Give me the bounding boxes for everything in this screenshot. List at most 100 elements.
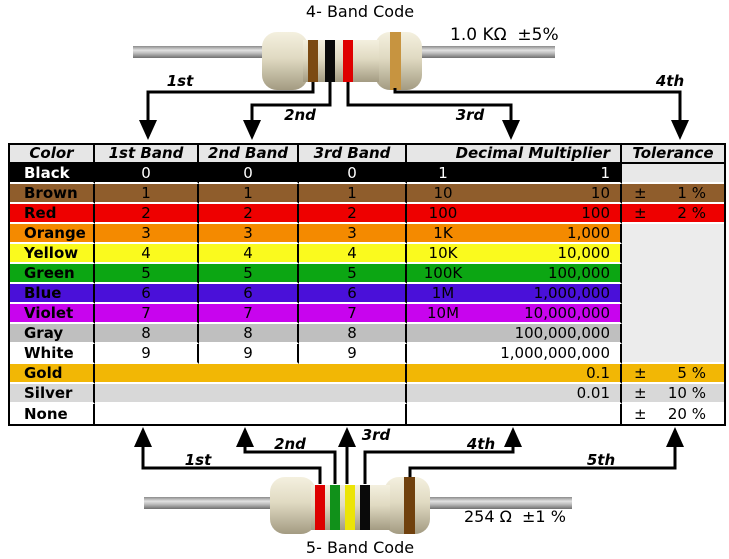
band1-digit: 2 [95, 204, 199, 224]
arrow-line-5th-bottom [408, 445, 677, 478]
arrowhead-1st [139, 120, 157, 140]
color-name: None [10, 404, 95, 424]
multiplier-cell: 1M 1,000,000 [407, 284, 622, 304]
five-band-value-label: 254 Ω ±1 % [464, 507, 566, 526]
header-3rd-band: 3rd Band [299, 145, 407, 164]
arrowhead-5th-up [666, 427, 684, 447]
header-tolerance: Tolerance [622, 145, 724, 164]
band3-digit: 1 [299, 184, 407, 204]
band1-digit: 5 [95, 264, 199, 284]
band1-digit: 8 [95, 324, 199, 344]
arrow-line-1st [146, 82, 315, 122]
band3-digit: 3 [299, 224, 407, 244]
multiplier-cell: 10 10 [407, 184, 622, 204]
color-name: Gold [10, 364, 95, 384]
band-red-bottom [315, 485, 325, 530]
bands-merged-cell [95, 364, 407, 384]
arrow-line-3rd [346, 82, 513, 122]
band1-digit: 9 [95, 344, 199, 364]
tolerance-cell: ±10 % [622, 384, 724, 404]
arrow-line-2nd [250, 82, 332, 122]
band-gold [390, 32, 401, 90]
band3-digit: 4 [299, 244, 407, 264]
band3-digit: 6 [299, 284, 407, 304]
resistor-body-left-bulge [262, 32, 308, 90]
bands-merged-cell [95, 384, 407, 404]
table-row-orange: Orange 3 3 3 1K 1,000 [10, 224, 724, 364]
table-row-yellow: Yellow 4 4 4 10K 10,000 [10, 244, 724, 264]
multiplier-cell: 100,000,000 [407, 324, 622, 344]
multiplier-cell: 1,000,000,000 [407, 344, 622, 364]
arrow-line-1st-bottom [141, 445, 322, 484]
ordinal-label-2nd-top: 2nd [284, 106, 316, 124]
band1-digit: 7 [95, 304, 199, 324]
color-name: Gray [10, 324, 95, 344]
band2-digit: 7 [199, 304, 299, 324]
multiplier-cell: 0.01 [407, 384, 622, 404]
four-band-value-label: 1.0 KΩ ±5% [450, 25, 559, 45]
color-name: Blue [10, 284, 95, 304]
color-name: Violet [10, 304, 95, 324]
band1-digit: 3 [95, 224, 199, 244]
arrowhead-4th-up [504, 427, 522, 447]
table-row-none: None ±20 % [10, 404, 724, 424]
tolerance-cell: ±1 % [622, 184, 724, 204]
tolerance-cell [622, 164, 724, 184]
arrowhead-2nd [243, 120, 261, 140]
ordinal-label-5th-bottom: 5th [586, 451, 616, 469]
multiplier-cell [407, 404, 622, 424]
four-band-title: 4- Band Code [305, 2, 415, 21]
multiplier-cell: 100K 100,000 [407, 264, 622, 284]
five-band-title: 5- Band Code [305, 538, 415, 557]
multiplier-cell: 0.1 [407, 364, 622, 384]
multiplier-cell: 100 100 [407, 204, 622, 224]
table-row-gold: Gold 0.1 ±5 % [10, 364, 724, 384]
band-green-bottom [330, 485, 340, 530]
band-yellow-bottom [345, 485, 355, 530]
multiplier-cell: 1K 1,000 [407, 224, 622, 244]
four-band-resistor [133, 32, 555, 90]
table-row-violet: Violet 7 7 7 10M 10,000,000 [10, 304, 724, 324]
band3-digit: 0 [299, 164, 407, 184]
arrowhead-4th [671, 120, 689, 140]
band2-digit: 2 [199, 204, 299, 224]
band-brown-bottom [404, 477, 415, 534]
table-row-white: White 9 9 9 1,000,000,000 [10, 344, 724, 364]
color-code-table: Color 1st Band 2nd Band 3rd Band Decimal… [8, 143, 726, 426]
color-name: Brown [10, 184, 95, 204]
tolerance-cell: ±20 % [634, 405, 706, 423]
header-1st-band: 1st Band [95, 145, 199, 164]
five-band-resistor [144, 477, 572, 534]
color-name: Orange [10, 224, 95, 244]
color-name: White [10, 344, 95, 364]
band1-digit: 0 [95, 164, 199, 184]
header-decimal-multiplier: Decimal Multiplier [407, 145, 622, 164]
band-red [343, 40, 353, 82]
multiplier-cell: 10M 10,000,000 [407, 304, 622, 324]
bottom-arrows [141, 445, 677, 484]
top-arrowheads [139, 120, 689, 140]
band2-digit: 4 [199, 244, 299, 264]
ordinal-label-4th-bottom: 4th [466, 435, 496, 453]
ordinal-label-3rd-bottom: 3rd [361, 426, 391, 444]
band3-digit: 7 [299, 304, 407, 324]
header-2nd-band: 2nd Band [199, 145, 299, 164]
table-header-row: Color 1st Band 2nd Band 3rd Band Decimal… [10, 145, 724, 164]
table-row-brown: Brown 1 1 1 10 10 ±1 % [10, 184, 724, 204]
band2-digit: 5 [199, 264, 299, 284]
band1-digit: 1 [95, 184, 199, 204]
multiplier-cell: 10K 10,000 [407, 244, 622, 264]
ordinal-label-1st-bottom: 1st [184, 451, 212, 469]
table-row-green: Green 5 5 5 100K 100,000 [10, 264, 724, 284]
ordinal-label-2nd-bottom: 2nd [274, 435, 306, 453]
band2-digit: 9 [199, 344, 299, 364]
table-row-silver: Silver 0.01 ±10 % [10, 384, 724, 404]
arrow-line-2nd-bottom [243, 445, 337, 484]
bottom-arrowheads [134, 427, 684, 447]
color-name: Black [10, 164, 95, 184]
color-name: Yellow [10, 244, 95, 264]
